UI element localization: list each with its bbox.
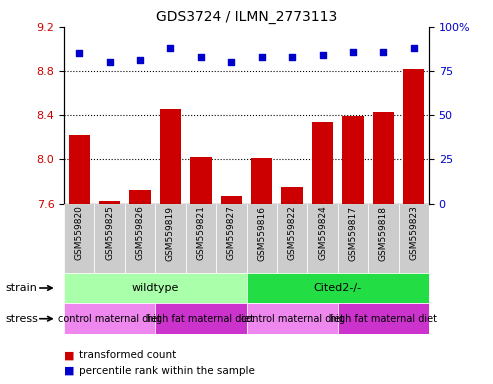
Bar — [312, 122, 333, 204]
Text: GSM559817: GSM559817 — [349, 205, 357, 261]
Point — [258, 54, 266, 60]
Bar — [368, 204, 398, 273]
Bar — [216, 204, 246, 273]
Text: GSM559822: GSM559822 — [287, 205, 297, 260]
Bar — [338, 204, 368, 273]
Bar — [221, 196, 242, 204]
Bar — [64, 303, 155, 334]
Text: GSM559818: GSM559818 — [379, 205, 388, 261]
Text: high fat maternal diet: high fat maternal diet — [330, 314, 437, 324]
Point — [197, 54, 205, 60]
Bar — [95, 204, 125, 273]
Bar — [373, 112, 394, 204]
Bar — [155, 204, 186, 273]
Point — [380, 48, 387, 55]
Text: GSM559827: GSM559827 — [227, 205, 236, 260]
Text: control maternal diet: control maternal diet — [58, 314, 161, 324]
Point — [227, 59, 235, 65]
Text: GSM559816: GSM559816 — [257, 205, 266, 261]
Point — [106, 59, 113, 65]
Text: GSM559819: GSM559819 — [166, 205, 175, 261]
Bar — [64, 273, 246, 303]
Text: high fat maternal diet: high fat maternal diet — [147, 314, 254, 324]
Bar — [277, 204, 307, 273]
Text: Cited2-/-: Cited2-/- — [314, 283, 362, 293]
Text: transformed count: transformed count — [79, 350, 176, 360]
Point — [75, 50, 83, 56]
Point — [167, 45, 175, 51]
Bar — [99, 201, 120, 204]
Point — [136, 57, 144, 63]
Bar — [69, 135, 90, 204]
Text: percentile rank within the sample: percentile rank within the sample — [79, 366, 255, 376]
Bar — [398, 204, 429, 273]
Point — [349, 48, 357, 55]
Text: wildtype: wildtype — [132, 283, 179, 293]
Text: ■: ■ — [64, 350, 74, 360]
Bar — [342, 116, 363, 204]
Bar — [125, 204, 155, 273]
Bar — [251, 158, 272, 204]
Text: control maternal diet: control maternal diet — [241, 314, 344, 324]
Bar — [190, 157, 211, 204]
Title: GDS3724 / ILMN_2773113: GDS3724 / ILMN_2773113 — [156, 10, 337, 25]
Bar — [246, 303, 338, 334]
Text: ■: ■ — [64, 366, 74, 376]
Bar — [186, 204, 216, 273]
Text: GSM559820: GSM559820 — [75, 205, 84, 260]
Bar — [246, 273, 429, 303]
Bar — [307, 204, 338, 273]
Text: GSM559823: GSM559823 — [409, 205, 418, 260]
Text: GSM559821: GSM559821 — [196, 205, 206, 260]
Text: stress: stress — [5, 314, 38, 324]
Bar — [246, 204, 277, 273]
Text: strain: strain — [5, 283, 37, 293]
Text: GSM559824: GSM559824 — [318, 205, 327, 260]
Point — [410, 45, 418, 51]
Bar — [64, 204, 95, 273]
Bar — [282, 187, 303, 204]
Bar — [130, 190, 151, 204]
Bar — [403, 69, 424, 204]
Point — [318, 52, 326, 58]
Text: GSM559826: GSM559826 — [136, 205, 144, 260]
Bar — [155, 303, 246, 334]
Bar — [160, 109, 181, 204]
Text: GSM559825: GSM559825 — [105, 205, 114, 260]
Bar — [338, 303, 429, 334]
Point — [288, 54, 296, 60]
